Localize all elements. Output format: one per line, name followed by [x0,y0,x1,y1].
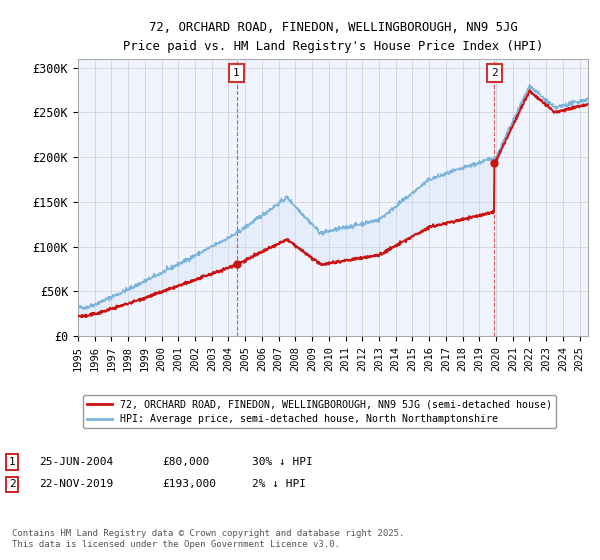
Title: 72, ORCHARD ROAD, FINEDON, WELLINGBOROUGH, NN9 5JG
Price paid vs. HM Land Regist: 72, ORCHARD ROAD, FINEDON, WELLINGBOROUG… [123,21,543,53]
Text: 30% ↓ HPI: 30% ↓ HPI [252,457,313,467]
Text: 22-NOV-2019: 22-NOV-2019 [39,479,113,489]
Text: 1: 1 [8,457,16,467]
Text: 2% ↓ HPI: 2% ↓ HPI [252,479,306,489]
Text: 1: 1 [233,68,240,78]
Text: 2: 2 [491,68,498,78]
Text: 2: 2 [8,479,16,489]
Text: Contains HM Land Registry data © Crown copyright and database right 2025.
This d: Contains HM Land Registry data © Crown c… [12,529,404,549]
Text: 25-JUN-2004: 25-JUN-2004 [39,457,113,467]
Legend: 72, ORCHARD ROAD, FINEDON, WELLINGBOROUGH, NN9 5JG (semi-detached house), HPI: A: 72, ORCHARD ROAD, FINEDON, WELLINGBOROUG… [83,395,556,428]
Text: £193,000: £193,000 [162,479,216,489]
Text: £80,000: £80,000 [162,457,209,467]
